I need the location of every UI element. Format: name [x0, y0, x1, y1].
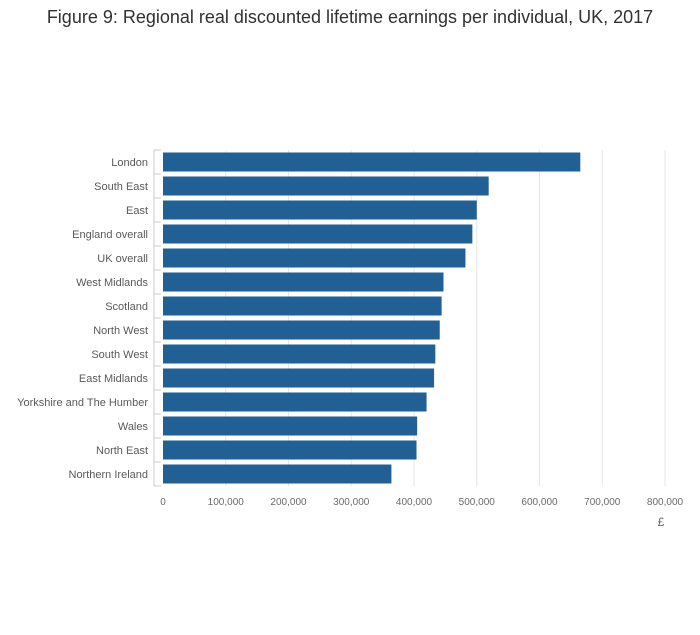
- bar[interactable]: [163, 440, 417, 460]
- x-tick-label: 700,000: [584, 497, 621, 508]
- x-tick-label: 100,000: [208, 497, 245, 508]
- category-label: West Midlands: [76, 277, 148, 289]
- x-axis-unit-label: £: [658, 515, 665, 529]
- grid-lines: [225, 150, 666, 486]
- category-label: North West: [93, 325, 148, 337]
- bar[interactable]: [163, 368, 435, 388]
- x-tick-label: 0: [160, 497, 166, 508]
- bar[interactable]: [163, 248, 466, 268]
- bar[interactable]: [163, 152, 581, 172]
- category-label: South West: [91, 349, 148, 361]
- bars: [163, 152, 581, 484]
- x-tick-label: 600,000: [521, 497, 558, 508]
- bar[interactable]: [163, 272, 444, 292]
- bar[interactable]: [163, 296, 442, 316]
- bar[interactable]: [163, 392, 427, 412]
- category-label: England overall: [72, 229, 148, 241]
- x-tick-label: 400,000: [396, 497, 433, 508]
- category-label: UK overall: [97, 253, 148, 265]
- x-tick-label: 200,000: [270, 497, 307, 508]
- bar[interactable]: [163, 320, 440, 340]
- category-label: East Midlands: [79, 373, 149, 385]
- x-tick-labels: 0 100,000 200,000 300,000 400,000 500,000 600,…: [160, 497, 683, 508]
- category-label: North East: [96, 445, 148, 457]
- category-label: London: [111, 157, 148, 169]
- category-label: East: [126, 205, 148, 217]
- x-tick-label: 500,000: [459, 497, 496, 508]
- category-label: Scotland: [105, 301, 148, 313]
- category-labels: London South East East England overall UK ov…: [17, 157, 148, 481]
- chart-title: Figure 9: Regional real discounted lifet…: [46, 7, 654, 27]
- bar[interactable]: [163, 176, 489, 196]
- y-axis: [153, 149, 161, 487]
- bar[interactable]: [163, 344, 436, 364]
- bar[interactable]: [163, 224, 473, 244]
- bar[interactable]: [163, 416, 418, 436]
- x-tick-label: 300,000: [333, 497, 370, 508]
- category-label: South East: [94, 181, 148, 193]
- x-tick-label: 800,000: [647, 497, 684, 508]
- bar[interactable]: [163, 464, 392, 484]
- bar[interactable]: [163, 200, 477, 220]
- category-label: Northern Ireland: [69, 469, 149, 481]
- category-label: Wales: [118, 421, 149, 433]
- category-label: Yorkshire and The Humber: [17, 397, 148, 409]
